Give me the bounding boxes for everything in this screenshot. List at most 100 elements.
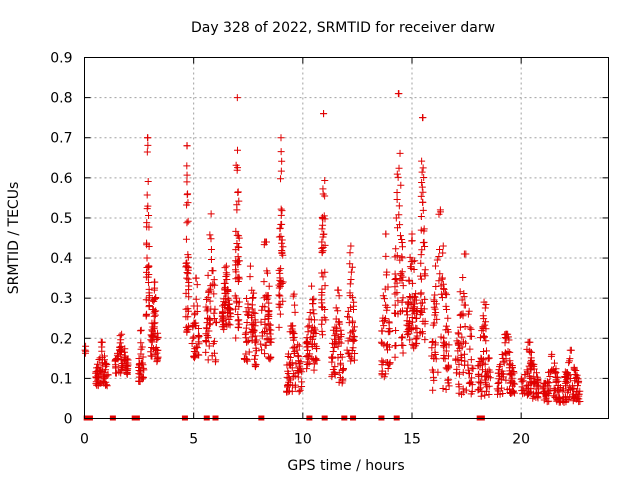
data-point (318, 269, 326, 277)
data-point (428, 366, 436, 374)
data-point (459, 274, 467, 282)
data-point (377, 338, 385, 346)
data-point (154, 346, 162, 354)
data-point (248, 294, 256, 302)
data-point (525, 381, 533, 389)
data-point (204, 356, 212, 364)
data-point (495, 363, 503, 371)
data-point (393, 189, 401, 197)
data-point (394, 310, 402, 318)
data-point (210, 314, 218, 322)
data-point (398, 307, 406, 315)
data-point (183, 219, 191, 227)
data-point (135, 370, 143, 378)
data-point (142, 312, 150, 320)
data-point (443, 306, 451, 314)
data-point (103, 381, 111, 389)
data-point (430, 354, 438, 362)
data-point (329, 326, 337, 334)
data-point (567, 386, 575, 394)
data-point (444, 314, 452, 322)
data-point (350, 333, 358, 341)
data-point (395, 90, 403, 98)
data-point (445, 382, 453, 390)
data-point (395, 202, 403, 210)
data-point (560, 398, 568, 406)
data-point (398, 334, 406, 342)
data-point (566, 355, 574, 363)
data-point (430, 376, 438, 384)
data-point (467, 356, 475, 364)
data-point (190, 302, 198, 310)
data-point (183, 327, 191, 335)
data-point (485, 391, 493, 399)
data-point (310, 360, 318, 368)
data-point (149, 305, 157, 313)
data-point (203, 307, 211, 315)
data-point (418, 246, 426, 254)
data-point (243, 357, 251, 365)
data-point (465, 307, 473, 315)
data-point (137, 368, 145, 376)
data-point (335, 369, 343, 377)
data-point (288, 359, 296, 367)
data-point (436, 206, 444, 214)
data-point (442, 289, 450, 297)
data-point (205, 342, 213, 350)
data-point (393, 224, 401, 232)
data-point (277, 134, 285, 142)
data-point (310, 295, 318, 303)
data-point (431, 339, 439, 347)
data-point (278, 249, 286, 257)
data-point (392, 326, 400, 334)
data-point (112, 364, 120, 372)
data-point (393, 289, 401, 297)
data-point (505, 336, 513, 344)
data-point (150, 320, 158, 328)
data-point (184, 307, 192, 315)
data-point (435, 277, 443, 285)
data-point (276, 292, 284, 300)
data-point (392, 274, 400, 282)
data-point (266, 321, 274, 329)
data-point (528, 361, 536, 369)
data-point (278, 239, 286, 247)
data-point (344, 349, 352, 357)
data-point (436, 245, 444, 253)
y-tick-label: 0.7 (50, 131, 72, 147)
data-point (437, 333, 445, 341)
data-point (123, 370, 131, 378)
data-point (439, 242, 447, 250)
data-point (396, 149, 404, 157)
data-point (482, 373, 490, 381)
data-point (429, 386, 437, 394)
data-point (467, 325, 475, 333)
data-point (408, 341, 416, 349)
data-point (437, 290, 445, 298)
data-point (143, 191, 151, 199)
data-point (346, 260, 354, 268)
data-point (411, 257, 419, 265)
data-point (222, 262, 230, 270)
data-point (137, 339, 145, 347)
data-point (398, 235, 406, 243)
data-point (347, 276, 355, 284)
y-tick-label: 0.9 (50, 51, 72, 67)
data-point (250, 326, 258, 334)
data-point (419, 330, 427, 338)
data-point (117, 336, 125, 344)
data-point (184, 199, 192, 207)
data-point (137, 359, 145, 367)
data-point (337, 333, 345, 341)
data-point (408, 230, 416, 238)
data-point (222, 269, 230, 277)
data-point (567, 346, 575, 354)
data-point (548, 350, 556, 358)
data-point (203, 331, 211, 339)
data-point (393, 279, 401, 287)
data-point (290, 290, 298, 298)
data-point (384, 365, 392, 373)
data-point (407, 258, 415, 266)
data-point (563, 379, 571, 387)
data-point (207, 246, 215, 254)
